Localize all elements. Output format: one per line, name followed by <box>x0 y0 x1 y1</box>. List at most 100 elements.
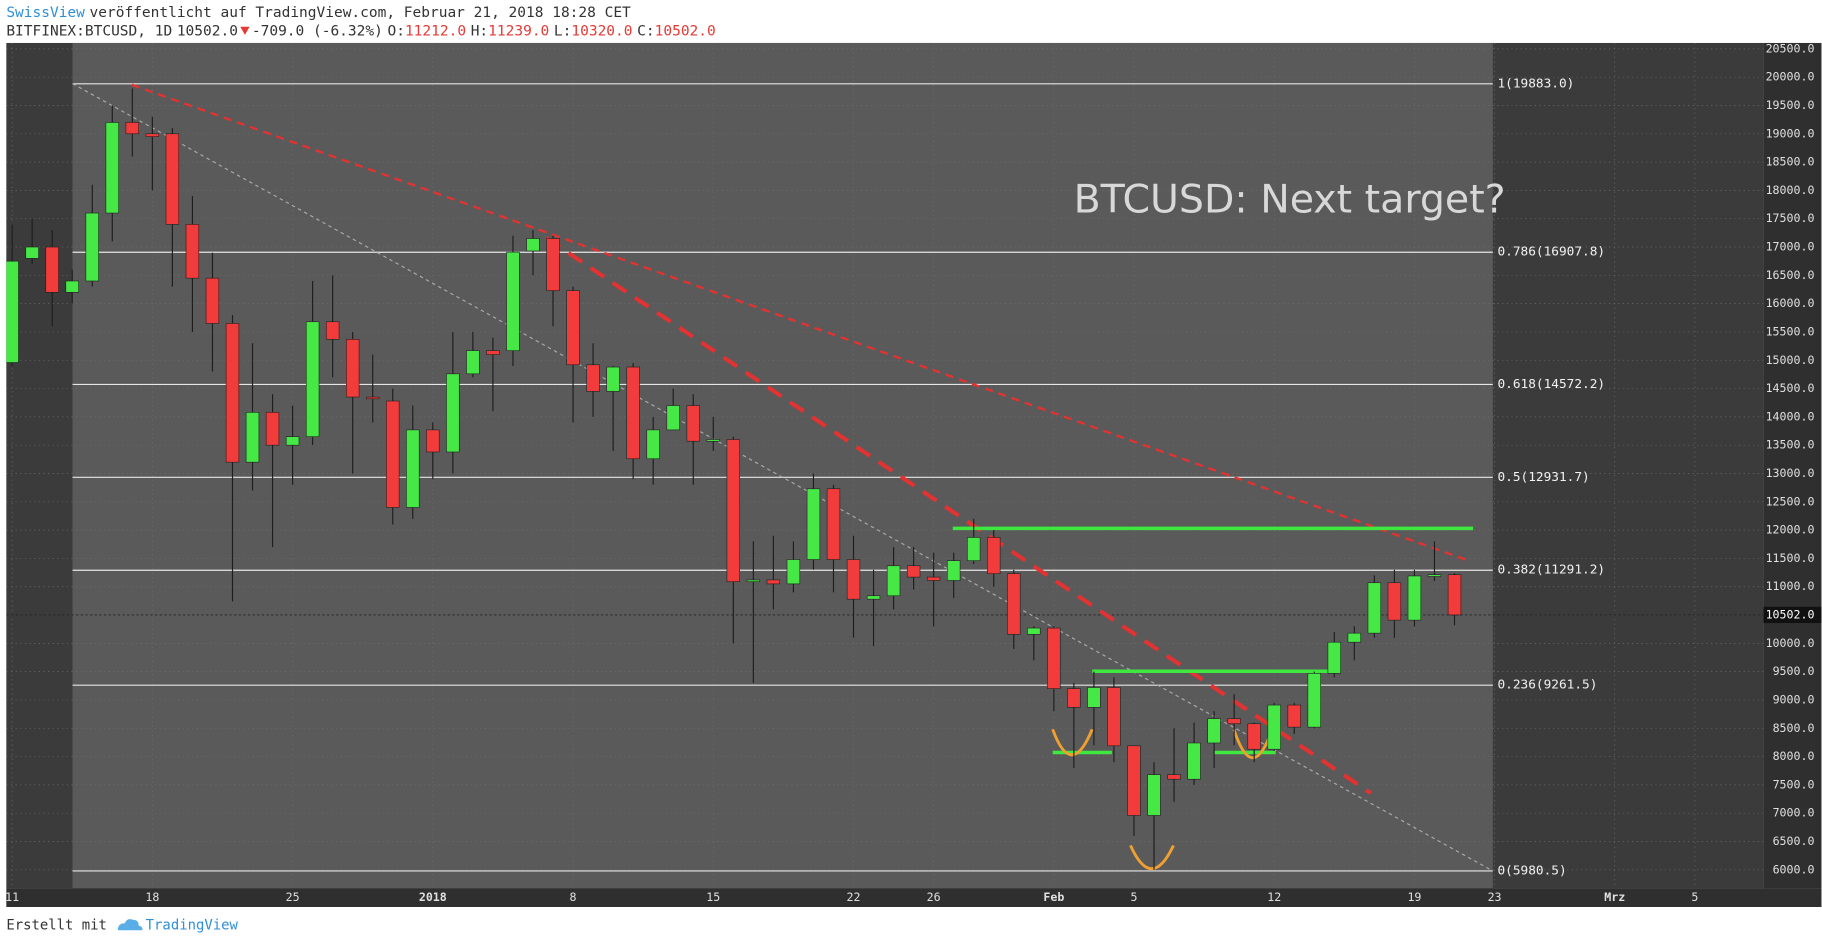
y-tick-label: 16500.0 <box>1766 268 1815 282</box>
candle-body <box>386 400 400 508</box>
header-text: L: <box>554 23 571 39</box>
candle-body <box>1427 574 1442 577</box>
candle-body <box>446 373 460 453</box>
candle-body <box>606 366 620 392</box>
y-tick-label: 15000.0 <box>1766 353 1815 367</box>
candle-body <box>85 212 99 282</box>
candle-body <box>1007 573 1021 635</box>
candle-body <box>1407 575 1422 621</box>
candle-body <box>1367 582 1382 634</box>
candle-body <box>1027 627 1041 635</box>
candle-body <box>947 560 961 581</box>
y-tick-label: 13000.0 <box>1766 466 1815 480</box>
y-tick-label: 6000.0 <box>1773 862 1815 876</box>
header-text: 11212.0 <box>405 23 466 39</box>
candle-body <box>766 579 781 585</box>
header-text: SwissView <box>6 5 85 21</box>
candle-body <box>145 133 160 137</box>
fib-label: 0.618(14572.2) <box>1497 377 1605 392</box>
candle-body <box>586 364 600 392</box>
x-tick-label: 8 <box>570 890 577 904</box>
x-tick-label: 26 <box>927 890 941 904</box>
candle-body <box>285 436 300 446</box>
brand-logo <box>117 919 143 931</box>
candle-body <box>1147 774 1161 816</box>
candle-body <box>486 350 500 355</box>
candle-body <box>706 439 720 442</box>
fib-label: 0.786(16907.8) <box>1497 245 1605 260</box>
last-price-label: 10502.0 <box>1766 607 1815 621</box>
candle-body <box>185 224 200 279</box>
y-tick-label: 16000.0 <box>1766 296 1815 310</box>
header-text: H: <box>471 23 488 39</box>
y-tick-label: 9500.0 <box>1773 664 1815 678</box>
footer-text: Erstellt mit <box>6 918 107 934</box>
grid <box>6 42 1764 889</box>
candle-body <box>1207 718 1221 744</box>
candle-body <box>666 405 680 431</box>
candle-body <box>726 439 740 582</box>
candle-body <box>987 537 1001 574</box>
header-text: BITFINEX:BTCUSD, 1D <box>6 23 172 39</box>
candle-body <box>1227 718 1241 725</box>
y-tick-label: 12000.0 <box>1766 523 1815 537</box>
candle-body <box>305 321 320 437</box>
candle-body <box>1047 627 1061 689</box>
footer-brand[interactable]: TradingView <box>146 918 239 934</box>
candle-body <box>806 488 821 560</box>
fib-label: 1(19883.0) <box>1497 76 1574 91</box>
candle-body <box>205 277 220 324</box>
candle-body <box>1447 574 1462 616</box>
candle-body <box>225 323 240 463</box>
candles <box>6 88 1462 870</box>
y-tick-label: 17000.0 <box>1766 240 1815 254</box>
fib-label: 0.382(11291.2) <box>1497 563 1605 578</box>
candle-body <box>1167 774 1181 780</box>
candle-body <box>846 559 861 600</box>
candle-body <box>1267 704 1281 750</box>
candle-body <box>1327 641 1341 674</box>
candle-body <box>686 405 700 442</box>
candle-body <box>325 321 340 340</box>
candle-body <box>546 238 560 291</box>
x-tick-label: 2018 <box>419 890 447 904</box>
candle-body <box>105 122 119 214</box>
header-text: C: <box>637 23 654 39</box>
y-tick-label: 15500.0 <box>1766 324 1815 338</box>
header-text: O: <box>387 23 404 39</box>
header-text: veröffentlicht auf TradingView.com, Febr… <box>90 5 632 21</box>
candle-body <box>746 579 761 582</box>
candle-body <box>25 246 39 259</box>
candle-body <box>426 429 440 453</box>
header: SwissView veröffentlicht auf TradingView.… <box>6 5 715 40</box>
y-tick-label: 11000.0 <box>1766 579 1815 593</box>
header-text: 10320.0 <box>571 23 632 39</box>
candle-body <box>366 396 380 400</box>
header-text: 10502.0 <box>177 23 238 39</box>
candle-body <box>1347 632 1362 643</box>
candle-body <box>1087 687 1101 708</box>
candle-body <box>906 565 921 578</box>
fib-label: 0(5980.5) <box>1497 863 1566 878</box>
x-tick-label: 22 <box>847 890 861 904</box>
y-tick-label: 6500.0 <box>1773 834 1815 848</box>
candle-body <box>967 537 981 561</box>
shoulder-arc <box>1051 728 1094 757</box>
candle-body <box>65 280 79 293</box>
candle-body <box>786 559 801 585</box>
candle-body <box>1187 742 1201 780</box>
x-tick-label: Mrz <box>1604 890 1625 904</box>
candle-body <box>466 350 480 375</box>
annotation: BTCUSD: Next target? <box>1074 177 1506 223</box>
candle-body <box>886 565 901 597</box>
y-tick-label: 13500.0 <box>1766 438 1815 452</box>
y-tick-label: 10000.0 <box>1766 636 1815 650</box>
time-axis <box>6 888 1822 907</box>
price-axis <box>1763 42 1822 889</box>
y-tick-label: 20500.0 <box>1766 41 1815 55</box>
chart-range-bg <box>72 42 1493 889</box>
down-arrow <box>240 26 250 35</box>
candle-body <box>626 366 640 460</box>
